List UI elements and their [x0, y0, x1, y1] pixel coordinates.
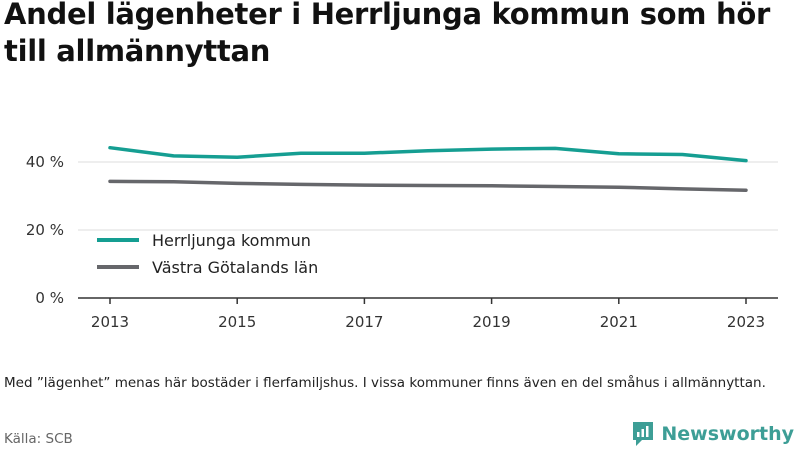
x-tick-label: 2019 — [473, 313, 511, 331]
legend-label: Västra Götalands län — [152, 258, 318, 277]
brand-name: Newsworthy — [661, 423, 794, 445]
chart-note: Med ”lägenhet” menas här bostäder i fler… — [4, 375, 766, 391]
x-axis: 2013 2015 2017 2019 2021 2023 — [78, 297, 778, 331]
series-line-0 — [108, 145, 748, 163]
chart-title: Andel lägenheter i Herrljunga kommun som… — [4, 0, 770, 68]
legend-label: Herrljunga kommun — [152, 231, 311, 250]
y-tick-label: 20 % — [26, 221, 64, 239]
x-tick-label: 2017 — [345, 313, 383, 331]
grid-lines — [78, 161, 778, 231]
y-axis-ticks: 0 % 20 % 40 % — [26, 153, 64, 307]
x-tick-label: 2023 — [727, 313, 765, 331]
x-tick-label: 2021 — [600, 313, 638, 331]
series-lines — [108, 145, 748, 192]
legend: Herrljunga kommun Västra Götalands län — [97, 231, 318, 277]
y-tick-label: 0 % — [35, 289, 64, 307]
newsworthy-logo-icon — [633, 422, 654, 446]
x-tick-label: 2013 — [91, 313, 129, 331]
x-tick-label: 2015 — [218, 313, 256, 331]
brand-logo: Newsworthy — [631, 420, 794, 448]
line-chart: 0 % 20 % 40 % 2013 2015 2017 2019 2021 2023 Her… — [26, 145, 778, 331]
chart-source: Källa: SCB — [4, 431, 73, 447]
y-tick-label: 40 % — [26, 153, 64, 171]
series-line-1 — [108, 179, 748, 192]
